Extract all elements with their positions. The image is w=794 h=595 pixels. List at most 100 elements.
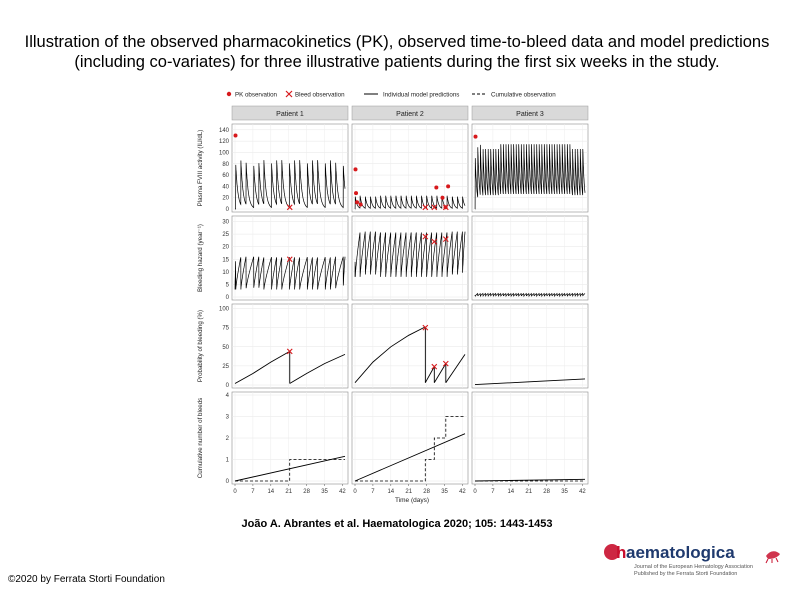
x-tick-label: 42 — [339, 489, 346, 495]
figure: PK observation Bleed observation Individua… — [194, 86, 606, 504]
panel — [471, 123, 589, 213]
x-tick-label: 21 — [285, 489, 292, 495]
facet-strip-bg — [231, 105, 349, 121]
x-tick-label: 7 — [491, 489, 495, 495]
model-prediction-line — [474, 478, 586, 482]
y-tick-label: 50 — [222, 345, 229, 351]
facet-strip-label: Patient 3 — [516, 111, 544, 118]
panel-frame — [471, 215, 589, 301]
x-tick-label: 35 — [561, 489, 568, 495]
x-tick-label: 35 — [321, 489, 328, 495]
pk-figure-svg: PK observation Bleed observation Individua… — [197, 90, 589, 504]
facet-strip: Patient 1 — [231, 105, 349, 121]
bleed-observation-marker — [422, 233, 429, 240]
panel-frame — [351, 303, 469, 389]
y-tick-label: 20 — [222, 196, 229, 202]
x-tick-label: 21 — [405, 489, 412, 495]
panel — [231, 303, 349, 389]
logo-creature-icon — [765, 551, 780, 564]
y-tick-label: 4 — [226, 393, 230, 399]
pk-observation-point — [473, 134, 478, 139]
panel — [471, 215, 589, 301]
facet-strip: Patient 2 — [351, 105, 469, 121]
model-prediction-line — [474, 292, 586, 298]
model-prediction-line — [433, 363, 447, 383]
cumulative-observation-line — [355, 416, 465, 482]
logo-mark-icon — [604, 544, 620, 560]
y-axis-label: Probability of bleeding (%) — [197, 310, 204, 382]
x-tick-label: 28 — [303, 489, 310, 495]
y-tick-label: 0 — [226, 383, 230, 389]
panel — [231, 215, 349, 301]
pk-observation-point — [440, 195, 445, 200]
legend-entry: Individual model predictions — [364, 92, 459, 99]
y-tick-label: 40 — [222, 184, 229, 190]
legend-label: Individual model predictions — [383, 92, 459, 99]
x-tick-label: 7 — [251, 489, 255, 495]
bleed-observation-marker — [422, 324, 429, 331]
y-tick-label: 1 — [226, 458, 230, 464]
panel — [351, 303, 469, 389]
panel — [351, 123, 469, 213]
pk-observation-point — [446, 184, 451, 189]
y-tick-label: 3 — [226, 415, 230, 421]
x-tick-label: 14 — [507, 489, 514, 495]
model-prediction-line — [445, 354, 466, 383]
x-tick-label: 28 — [543, 489, 550, 495]
logo-h: h — [616, 543, 626, 562]
y-tick-label: 60 — [222, 173, 229, 179]
cumulative-observation-line — [235, 459, 345, 482]
citation: João A. Abrantes et al. Haematologica 20… — [241, 518, 553, 530]
y-tick-label: 2 — [226, 436, 230, 442]
panel-frame — [351, 215, 469, 301]
pk-observation-point — [233, 133, 238, 138]
logo-wordmark: aematologica — [626, 543, 735, 562]
x-tick-label: 21 — [525, 489, 532, 495]
x-axis-label: Time (days) — [395, 497, 429, 504]
copyright-notice: ©2020 by Ferrata Storti Foundation — [8, 574, 165, 585]
logo-svg: h aematologica Journal of the European H… — [604, 543, 780, 577]
model-prediction-line — [424, 366, 435, 383]
legend-cross-icon — [285, 90, 293, 98]
model-prediction-line — [234, 256, 346, 290]
model-prediction-line — [289, 353, 346, 384]
y-tick-label: 15 — [222, 257, 229, 263]
y-tick-label: 30 — [222, 220, 229, 226]
panel-frame — [471, 303, 589, 389]
legend: PK observation Bleed observation Individua… — [226, 90, 556, 99]
model-prediction-line — [234, 351, 290, 384]
model-prediction-line — [354, 326, 426, 383]
x-tick-label: 0 — [473, 489, 477, 495]
y-tick-label: 80 — [222, 162, 229, 168]
bleed-observation-marker — [286, 256, 293, 263]
legend-dot-icon — [226, 91, 232, 97]
y-tick-label: 20 — [222, 245, 229, 251]
model-prediction-line — [354, 433, 466, 482]
x-tick-label: 14 — [267, 489, 274, 495]
panel — [351, 391, 469, 485]
model-prediction-line — [235, 160, 346, 210]
y-axis-label: Cumulative number of bleeds — [197, 398, 204, 478]
logo-tagline-2: Published by the Ferrata Storti Foundati… — [634, 571, 737, 577]
model-prediction-line — [474, 144, 586, 210]
y-tick-label: 0 — [226, 207, 230, 213]
x-tick-label: 0 — [353, 489, 357, 495]
bleed-observation-marker — [431, 363, 438, 370]
bleed-observation-marker — [442, 360, 449, 367]
facet-strip-bg — [351, 105, 469, 121]
facet-strip-label: Patient 2 — [396, 111, 424, 118]
pk-observation-point — [355, 200, 360, 205]
logo-tagline-1: Journal of the European Hematology Assoc… — [634, 564, 753, 570]
panel — [471, 303, 589, 389]
pk-observation-point — [358, 202, 363, 207]
y-tick-label: 100 — [219, 307, 230, 313]
bleed-observation-marker — [431, 238, 438, 245]
y-axis-label: Bleeding hazard (year⁻¹) — [197, 224, 204, 292]
legend-label: Cumulative observation — [491, 92, 556, 99]
bleed-observation-marker — [286, 348, 293, 355]
y-tick-label: 120 — [219, 139, 230, 145]
x-tick-label: 28 — [423, 489, 430, 495]
legend-entry: Bleed observation — [285, 90, 345, 99]
legend-label: Bleed observation — [295, 92, 345, 99]
x-tick-label: 0 — [233, 489, 237, 495]
